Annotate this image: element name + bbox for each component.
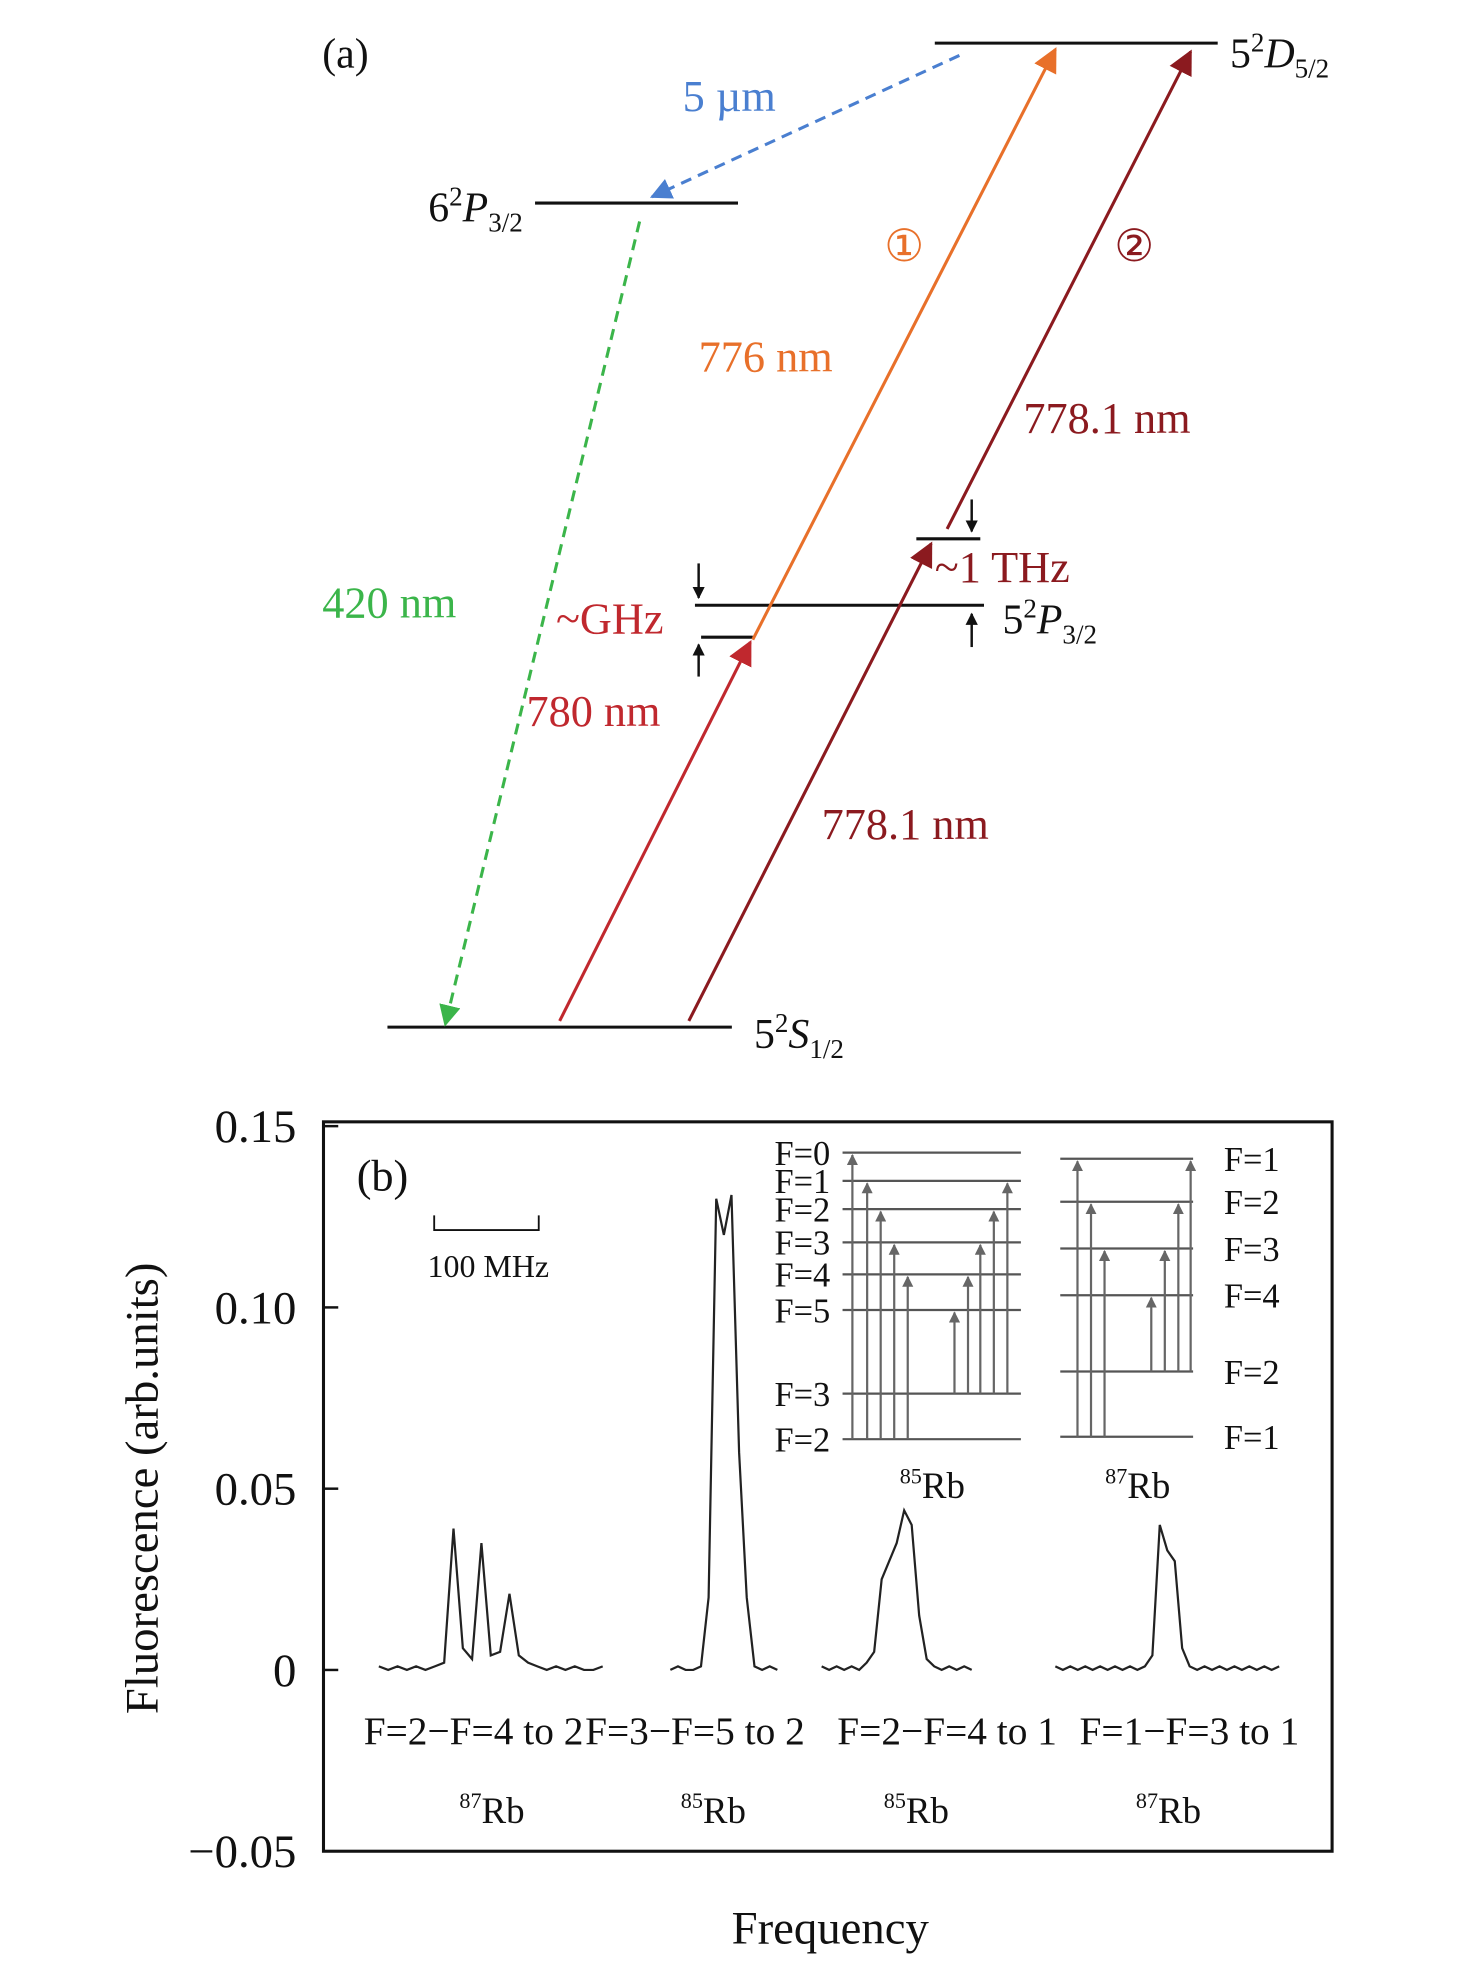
y-tick-label: −0.05 [188, 1826, 296, 1878]
inset-level-label: F=1 [774, 1163, 830, 1201]
inset-level-label: F=2 [1224, 1184, 1280, 1222]
isotope-element: Rb [1158, 1790, 1201, 1831]
y-tick-label: 0 [273, 1645, 296, 1697]
scale-bar-label: 100 MHz [427, 1249, 549, 1284]
isotope-mass: 85 [884, 1788, 906, 1813]
panel-label: (a) [322, 32, 368, 78]
level-label: 52D5/2 [1230, 28, 1329, 84]
group-label: F=3−F=5 to 2 [585, 1709, 805, 1753]
inset-level-label: F=0 [774, 1135, 830, 1173]
inset-level-label: F=3 [1224, 1231, 1280, 1269]
group-label: F=2−F=4 to 2 [364, 1709, 584, 1753]
level-label: 52S1/2 [754, 1008, 844, 1064]
level-label: 62P3/2 [428, 181, 523, 237]
transition-arrow [649, 54, 961, 199]
isotope-mass: 85 [900, 1463, 922, 1488]
isotope-mass: 87 [459, 1788, 481, 1813]
inset-level-label: F=2 [774, 1191, 830, 1229]
transition-label: 420 nm [322, 579, 456, 628]
inset-level-label: F=3 [774, 1376, 830, 1414]
inset-level-label: F=2 [1224, 1354, 1280, 1392]
transition-label: 780 nm [526, 687, 660, 736]
x-axis-label: Frequency [732, 1902, 930, 1954]
level-label: 52P3/2 [1002, 594, 1097, 650]
inset-level-label: F=4 [774, 1257, 830, 1295]
transition-label: 778.1 nm [822, 800, 989, 849]
inset-level-label: F=4 [1224, 1278, 1280, 1316]
spectrum-line [1054, 1524, 1280, 1672]
inset-level-label: F=1 [1224, 1141, 1280, 1179]
pathway-label: ① [884, 222, 924, 271]
panel-label: (b) [357, 1152, 409, 1201]
y-tick-label: 0.10 [215, 1282, 297, 1334]
transition-arrow [945, 49, 1193, 530]
y-tick-label: 0.05 [215, 1464, 297, 1516]
spectrum-line [669, 1194, 778, 1672]
inset-isotope-label: 87Rb [1105, 1463, 1170, 1506]
isotope-label: 85Rb [884, 1788, 949, 1831]
inset-level-label: F=5 [774, 1292, 830, 1330]
spectrum-line [821, 1507, 973, 1672]
inset-level-label: F=1 [1224, 1419, 1280, 1457]
group-label: F=2−F=4 to 1 [837, 1709, 1057, 1753]
isotope-label: 87Rb [1136, 1788, 1201, 1831]
isotope-element: Rb [1127, 1465, 1170, 1506]
group-label: F=1−F=3 to 1 [1080, 1709, 1300, 1753]
y-tick-label: 0.15 [215, 1101, 297, 1153]
transition-label: 776 nm [699, 333, 833, 382]
panel-b: (b) Fluorescence (arb.units) Frequency 1… [116, 1120, 1334, 1954]
scale-bar [433, 1215, 540, 1231]
isotope-element: Rb [482, 1790, 525, 1831]
detuning-label: ~GHz [556, 595, 664, 644]
inset-level-label: F=2 [774, 1421, 830, 1459]
isotope-element: Rb [703, 1790, 746, 1831]
transition-arrow [439, 221, 642, 1027]
spectrum-line [378, 1528, 604, 1672]
transition-arrow [687, 541, 933, 1022]
transition-arrow [751, 47, 1057, 641]
inset-isotope-label: 85Rb [900, 1463, 965, 1506]
isotope-label: 85Rb [681, 1788, 746, 1831]
isotope-mass: 87 [1136, 1788, 1158, 1813]
plot-frame [321, 1120, 1334, 1853]
isotope-label: 87Rb [459, 1788, 524, 1831]
transition-arrow [558, 639, 752, 1022]
pathway-label: ② [1114, 222, 1154, 271]
isotope-element: Rb [906, 1790, 949, 1831]
y-axis-label: Fluorescence (arb.units) [116, 1263, 168, 1715]
isotope-element: Rb [922, 1465, 965, 1506]
isotope-mass: 87 [1105, 1463, 1127, 1488]
transition-label: 5 µm [683, 72, 776, 121]
panel-a: (a) 52D5/2 62P3/2 52P3/2 52S1/2 5 µm 420… [322, 28, 1329, 1064]
isotope-mass: 85 [681, 1788, 703, 1813]
detuning-label: ~1 THz [935, 543, 1070, 592]
inset-level-label: F=3 [774, 1225, 830, 1263]
transition-label: 778.1 nm [1023, 394, 1190, 443]
